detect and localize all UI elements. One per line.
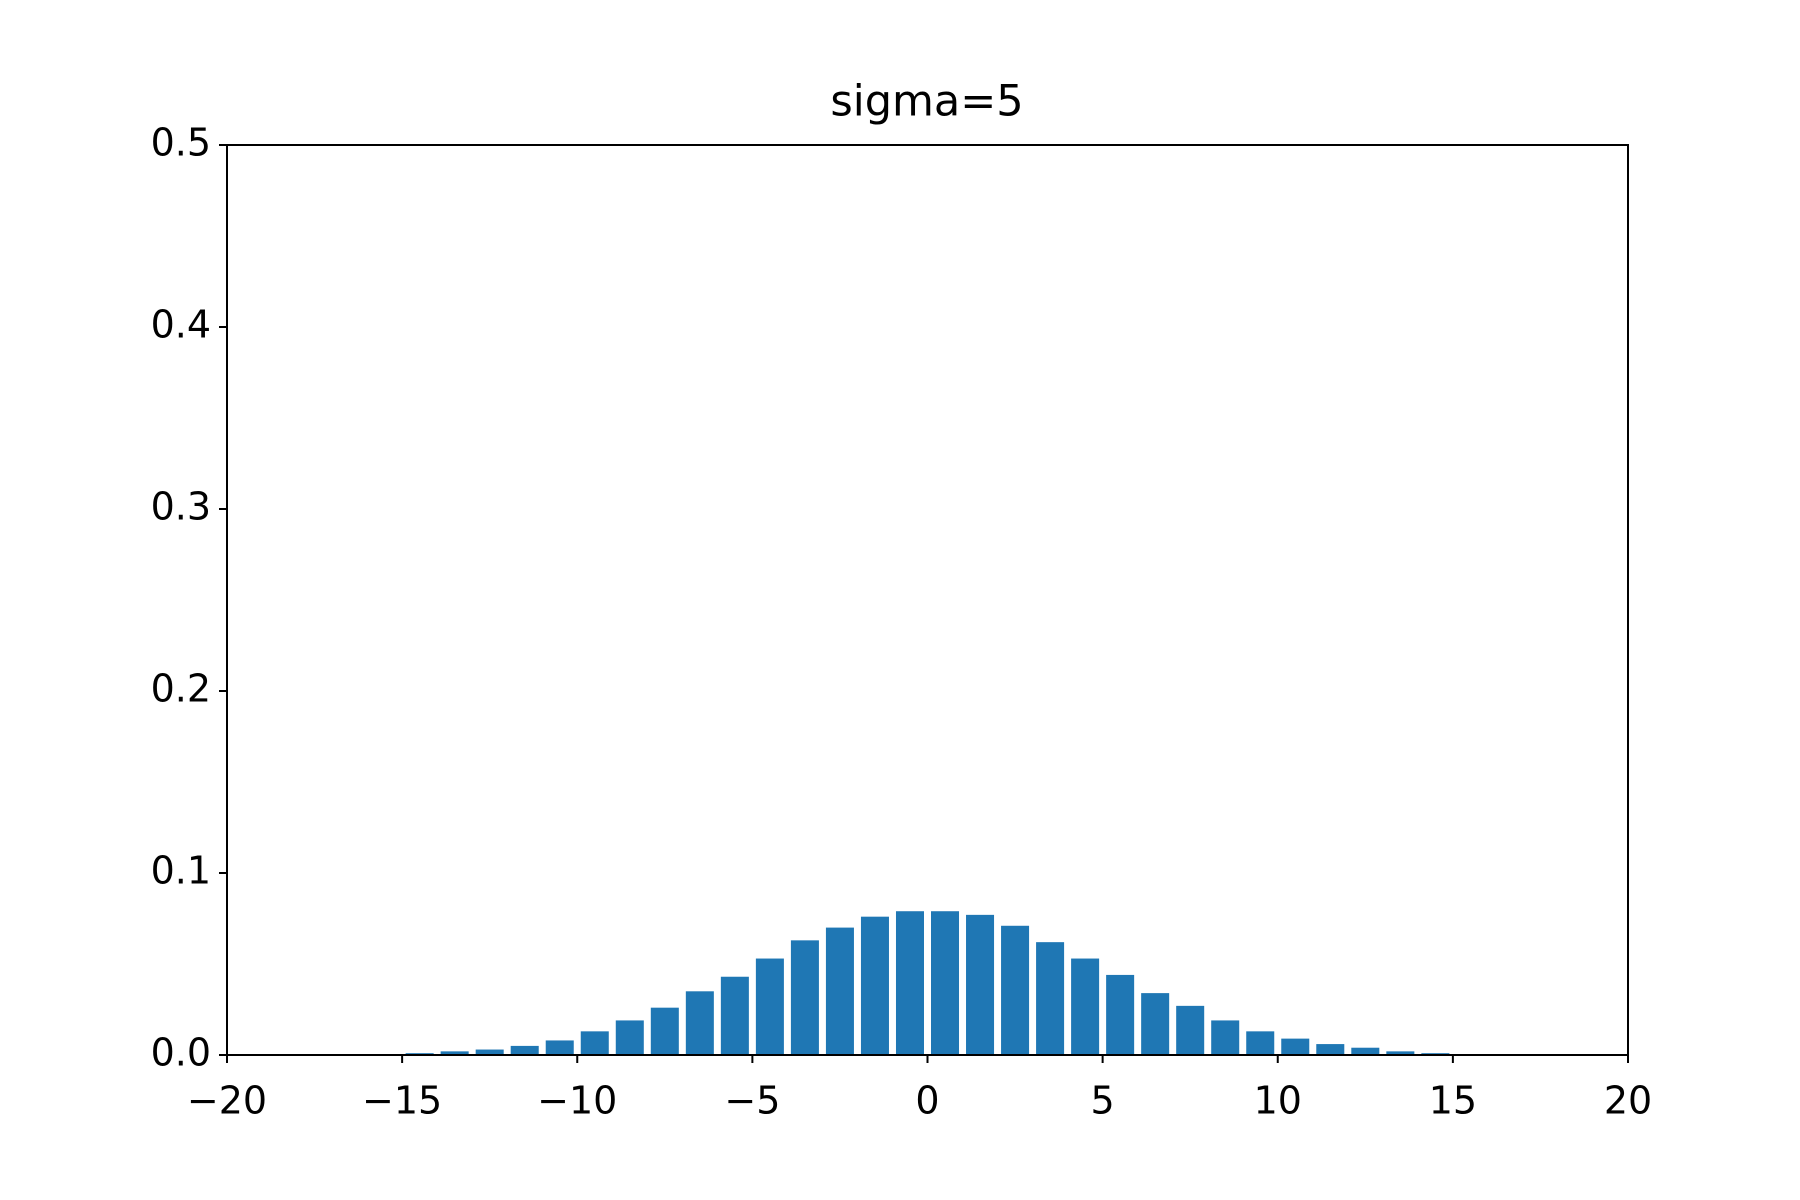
bar [1176, 1005, 1205, 1055]
bar [1246, 1031, 1275, 1055]
y-tick-label: 0.0 [151, 1031, 211, 1075]
bar [755, 958, 784, 1055]
bar [966, 914, 995, 1055]
y-tick-label: 0.3 [151, 485, 211, 529]
x-tick-label: −20 [187, 1079, 267, 1123]
bar [615, 1020, 644, 1055]
bar [1141, 993, 1170, 1055]
bar [1001, 925, 1030, 1055]
bar [440, 1051, 469, 1055]
bar [545, 1040, 574, 1055]
x-tick-label: −10 [537, 1079, 617, 1123]
x-tick-label: 20 [1604, 1079, 1652, 1123]
y-tick-label: 0.2 [151, 667, 211, 711]
bar [1036, 942, 1065, 1055]
bar [685, 991, 714, 1055]
bar [510, 1045, 539, 1055]
bar [1281, 1038, 1310, 1055]
bar [720, 976, 749, 1055]
bar [1071, 958, 1100, 1055]
bar [580, 1031, 609, 1055]
bar [650, 1007, 679, 1055]
bar [1351, 1047, 1380, 1055]
x-tick-label: −15 [362, 1079, 442, 1123]
x-tick-label: 15 [1429, 1079, 1477, 1123]
y-tick-label: 0.1 [151, 849, 211, 893]
bar [860, 916, 889, 1055]
x-tick-label: 10 [1254, 1079, 1302, 1123]
x-tick-label: 0 [915, 1079, 939, 1123]
x-tick-label: −5 [724, 1079, 780, 1123]
bar [825, 927, 854, 1055]
bar [1106, 974, 1135, 1055]
bar [1386, 1051, 1415, 1055]
bar [895, 911, 924, 1055]
bar [1211, 1020, 1240, 1055]
x-tick-label: 5 [1091, 1079, 1115, 1123]
bar [790, 940, 819, 1055]
y-tick-label: 0.5 [151, 121, 211, 165]
bar [931, 911, 960, 1055]
bar [475, 1049, 504, 1055]
y-tick-label: 0.4 [151, 303, 211, 347]
bar [1316, 1044, 1345, 1055]
chart-title: sigma=5 [830, 77, 1023, 127]
